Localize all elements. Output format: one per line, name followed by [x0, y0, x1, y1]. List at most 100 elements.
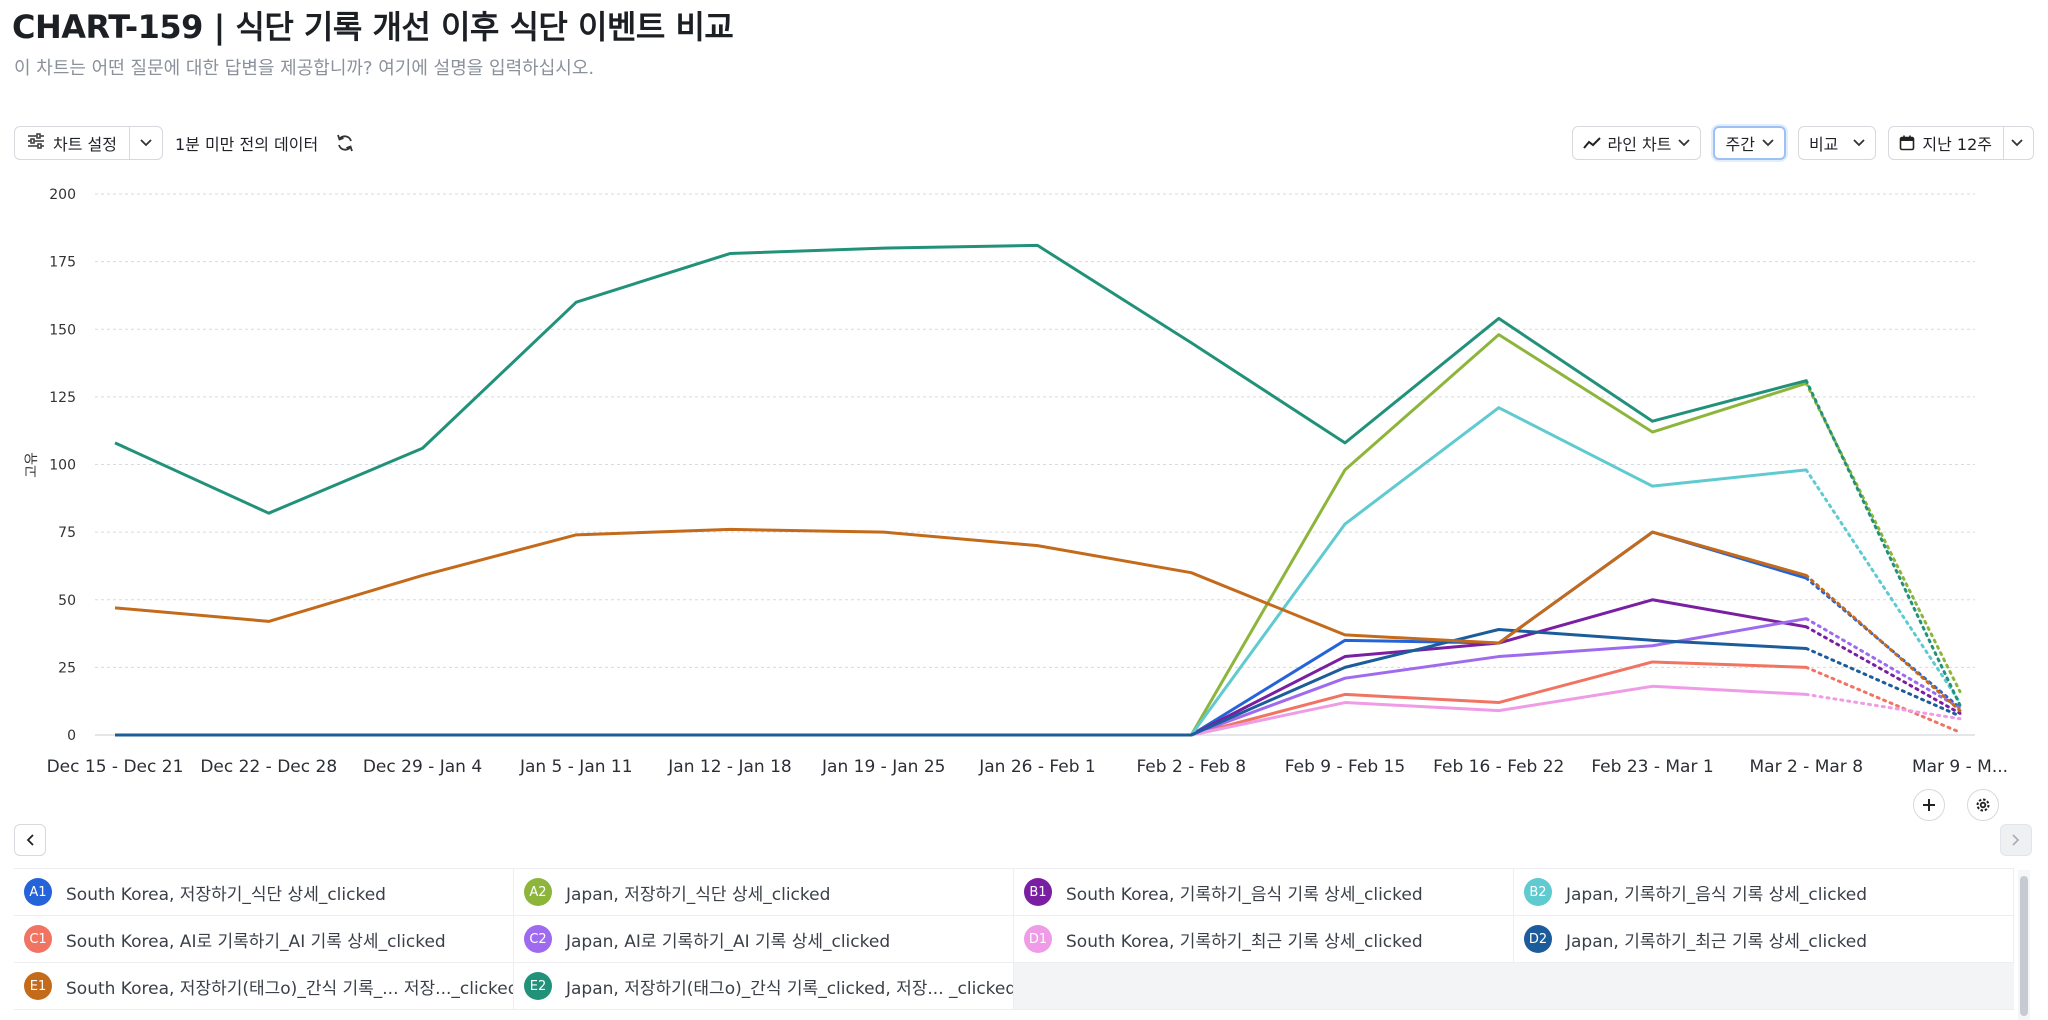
- series-partial-a2[interactable]: [1804, 381, 1962, 694]
- legend-badge: B1: [1024, 878, 1052, 906]
- series-partial-c2[interactable]: [1804, 617, 1962, 710]
- chart-settings-dropdown[interactable]: [130, 127, 162, 159]
- series-line-b2[interactable]: [115, 406, 1807, 737]
- legend-label: Japan, 기록하기_최근 기록 상세_clicked: [1566, 931, 1868, 952]
- x-tick-label: Feb 2 - Feb 8: [1136, 757, 1246, 777]
- y-tick-label: 200: [49, 187, 76, 203]
- chart-options-button[interactable]: [1967, 789, 1999, 821]
- gear-icon: [1976, 798, 1990, 812]
- legend-badge: E1: [24, 972, 52, 1000]
- x-tick-label: Jan 5 - Jan 11: [519, 757, 633, 777]
- series-line-d1[interactable]: [115, 684, 1807, 737]
- legend-next-button[interactable]: [2000, 824, 2032, 856]
- chevron-down-icon: [1762, 139, 1774, 147]
- legend-prev-button[interactable]: [14, 824, 46, 856]
- x-tick-label: Feb 23 - Mar 1: [1591, 757, 1713, 777]
- chevron-right-icon: [2012, 834, 2020, 846]
- y-tick-label: 75: [58, 525, 76, 541]
- chevron-down-icon: [1678, 139, 1691, 147]
- x-tick-label: Jan 26 - Feb 1: [978, 757, 1096, 777]
- legend-item-c1[interactable]: C1 South Korea, AI로 기록하기_AI 기록 상세_clicked: [14, 916, 514, 963]
- sliders-icon: [27, 132, 45, 154]
- legend-item-d1[interactable]: D1 South Korea, 기록하기_최근 기록 상세_clicked: [1014, 916, 1514, 963]
- x-tick-label: Jan 12 - Jan 18: [667, 757, 791, 777]
- legend-label: Japan, AI로 기록하기_AI 기록 상세_clicked: [566, 931, 891, 952]
- series-line-c2[interactable]: [115, 617, 1807, 737]
- divider: [2003, 126, 2004, 160]
- series-line-e2[interactable]: [114, 243, 1807, 515]
- x-tick-label: Dec 29 - Jan 4: [363, 757, 482, 777]
- legend-item-c2[interactable]: C2 Japan, AI로 기록하기_AI 기록 상세_clicked: [514, 916, 1014, 963]
- series-line-d2[interactable]: [115, 628, 1807, 737]
- y-tick-label: 175: [49, 255, 76, 271]
- line-chart-icon: [1582, 137, 1601, 149]
- date-range-select[interactable]: 지난 12주: [1888, 126, 2034, 160]
- chevron-down-icon: [140, 139, 152, 147]
- chart-toolbar-left: 차트 설정 1분 미만 전의 데이터: [14, 126, 356, 160]
- legend-item-e2[interactable]: E2 Japan, 저장하기(태그o)_간식 기록_clicked, 저장... …: [514, 963, 1014, 1010]
- legend-item-b2[interactable]: B2 Japan, 기록하기_음식 기록 상세_clicked: [1514, 869, 2014, 916]
- series-partial-e2[interactable]: [1804, 379, 1962, 707]
- legend-scrollbar[interactable]: [2018, 870, 2030, 1020]
- chart-settings-button[interactable]: 차트 설정: [15, 127, 130, 159]
- legend-item-e1[interactable]: E1 South Korea, 저장하기(태그o)_간식 기록_... 저장...…: [14, 963, 514, 1010]
- x-tick-label: Dec 15 - Dec 21: [47, 757, 184, 777]
- x-tick-label: Mar 9 - M...: [1912, 757, 2008, 777]
- series-partial-b2[interactable]: [1804, 468, 1962, 705]
- line-chart[interactable]: 0 25 50 75 100 125 150 175 200 Dec 15 - Dec 21 De…: [0, 180, 2048, 780]
- legend-label: Japan, 저장하기(태그o)_간식 기록_clicked, 저장... _c…: [566, 978, 1014, 999]
- y-tick-label: 25: [58, 660, 76, 676]
- series-partial-c1[interactable]: [1804, 665, 1962, 734]
- y-tick-label: 125: [49, 390, 76, 406]
- legend-label: Japan, 기록하기_음식 기록 상세_clicked: [1566, 884, 1868, 905]
- page-title: CHART-159 | 식단 기록 개선 이후 식단 이벤트 비교: [12, 8, 734, 46]
- chart-settings-split-button: 차트 설정: [14, 126, 163, 160]
- data-freshness-label: 1분 미만 전의 데이터: [174, 135, 319, 154]
- series-line-a2[interactable]: [115, 333, 1807, 737]
- calendar-icon: [1900, 135, 1915, 151]
- chart-toolbar-right: 라인 차트 주간 비교 지난 12주: [1571, 126, 2034, 160]
- chart-description[interactable]: 이 차트는 어떤 질문에 대한 답변을 제공합니까? 여기에 설명을 입력하십시…: [14, 58, 595, 79]
- series-line-e1[interactable]: [114, 527, 1807, 645]
- compare-select[interactable]: 비교: [1797, 126, 1877, 160]
- legend-badge: C1: [24, 925, 52, 953]
- interval-select[interactable]: 주간: [1713, 126, 1786, 160]
- series-partial-d2[interactable]: [1804, 646, 1962, 718]
- legend-badge: D1: [1024, 925, 1052, 953]
- scrollbar-thumb[interactable]: [2020, 876, 2028, 1016]
- legend-label: South Korea, 기록하기_음식 기록 상세_clicked: [1066, 884, 1423, 905]
- legend-badge: B2: [1524, 878, 1552, 906]
- legend-badge: D2: [1524, 925, 1552, 953]
- x-tick-label: Feb 9 - Feb 15: [1285, 757, 1405, 777]
- series-partial-b1[interactable]: [1804, 625, 1962, 715]
- date-range-label: 지난 12주: [1922, 135, 1992, 154]
- refresh-icon[interactable]: [334, 132, 356, 154]
- compare-label: 비교: [1808, 135, 1839, 154]
- legend-badge: C2: [524, 925, 552, 953]
- y-tick-label: 100: [49, 458, 76, 474]
- chart-type-select[interactable]: 라인 차트: [1571, 126, 1702, 160]
- x-tick-label: Feb 16 - Feb 22: [1433, 757, 1564, 777]
- plus-icon: [1923, 799, 1935, 811]
- legend-item-d2[interactable]: D2 Japan, 기록하기_최근 기록 상세_clicked: [1514, 916, 2014, 963]
- add-annotation-button[interactable]: [1913, 789, 1945, 821]
- x-tick-label: Dec 22 - Dec 28: [200, 757, 337, 777]
- legend-item-a2[interactable]: A2 Japan, 저장하기_식단 상세_clicked: [514, 869, 1014, 916]
- series-partial-d1[interactable]: [1804, 692, 1962, 721]
- legend-item-b1[interactable]: B1 South Korea, 기록하기_음식 기록 상세_clicked: [1014, 869, 1514, 916]
- chevron-down-icon: [1853, 139, 1866, 147]
- interval-label: 주간: [1725, 135, 1755, 154]
- legend-label: Japan, 저장하기_식단 상세_clicked: [566, 884, 831, 905]
- legend-label: South Korea, AI로 기록하기_AI 기록 상세_clicked: [66, 931, 446, 952]
- y-axis-label: 고유: [24, 452, 40, 478]
- legend-empty-cell: [1014, 963, 2014, 1010]
- legend-badge: E2: [524, 972, 552, 1000]
- series-partial-e1[interactable]: [1804, 573, 1962, 713]
- y-tick-label: 150: [49, 322, 76, 338]
- chart-settings-label: 차트 설정: [53, 135, 117, 154]
- series-line-c1[interactable]: [115, 660, 1807, 737]
- y-tick-label: 0: [67, 728, 76, 744]
- legend-label: South Korea, 저장하기(태그o)_간식 기록_... 저장..._c…: [66, 978, 514, 999]
- series-partial-a1[interactable]: [1804, 576, 1962, 710]
- legend-item-a1[interactable]: A1 South Korea, 저장하기_식단 상세_clicked: [14, 869, 514, 916]
